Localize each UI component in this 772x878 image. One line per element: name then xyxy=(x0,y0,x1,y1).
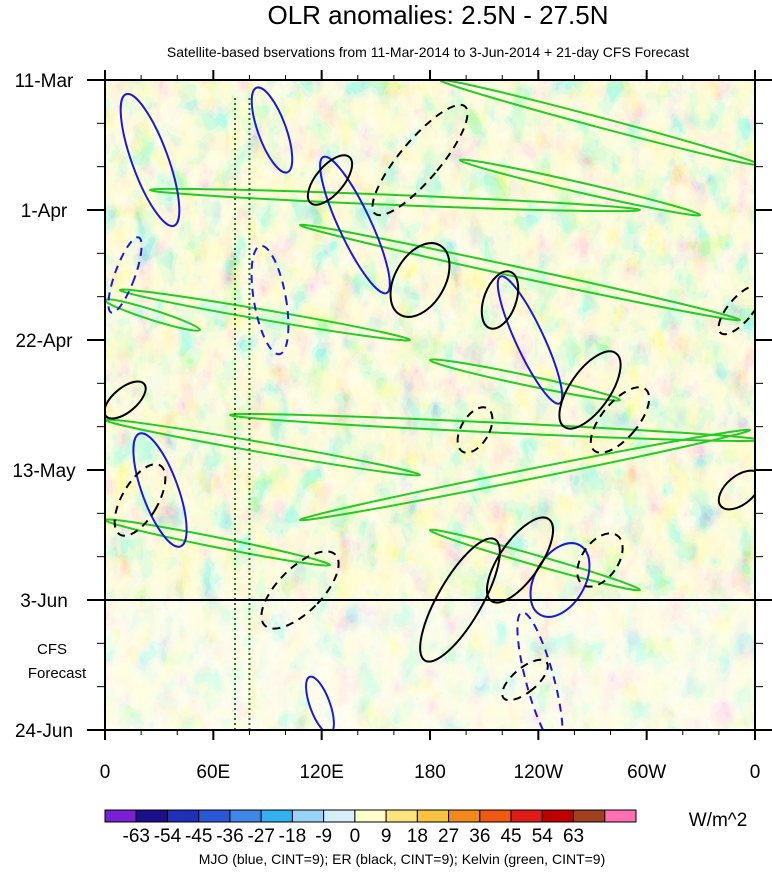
er-contour xyxy=(113,463,167,537)
colorbar-label: 18 xyxy=(407,826,428,847)
x-axis: 0 60E 120E 180 120W 60W 0 xyxy=(100,70,761,783)
y-tick-label: 3-Jun xyxy=(20,591,68,612)
y-axis: 11-Mar 1-Apr 22-Apr 13-May 3-Jun 24-Jun xyxy=(12,71,772,742)
kelvin-contour xyxy=(148,187,642,213)
colorbar-swatch xyxy=(385,809,418,823)
y-tick-label: 11-Mar xyxy=(15,71,74,92)
colorbar-swatch xyxy=(416,809,450,823)
x-tick-label: 60W xyxy=(627,762,666,783)
mjo-contour xyxy=(107,236,143,314)
x-tick-label: 60E xyxy=(196,762,230,783)
colorbar-label: 45 xyxy=(500,826,521,847)
reference-lines xyxy=(234,98,251,730)
kelvin-contour xyxy=(458,158,702,217)
colorbar-label: 36 xyxy=(469,826,490,847)
er-contour xyxy=(501,658,549,702)
y-tick-label: 13-May xyxy=(12,461,76,482)
colorbar-swatch xyxy=(260,809,293,823)
colorbar-label: 27 xyxy=(438,826,459,847)
colorbar-label: -27 xyxy=(247,826,274,847)
colorbar-swatch xyxy=(104,809,137,823)
er-contour xyxy=(456,406,494,454)
x-tick-label: 120W xyxy=(514,762,564,783)
colorbar-label: -45 xyxy=(185,826,212,847)
x-tick-label: 180 xyxy=(414,762,446,783)
kelvin-contour xyxy=(228,413,755,442)
er-contour xyxy=(306,154,354,206)
colorbar-swatch xyxy=(166,809,200,823)
colorbar-swatch xyxy=(510,809,543,823)
contour-layer xyxy=(105,80,755,730)
er-contour xyxy=(576,532,624,588)
mjo-contour xyxy=(250,86,294,174)
kelvin-contour xyxy=(438,80,755,167)
er-contour xyxy=(371,103,469,217)
er-contour xyxy=(389,242,451,318)
kelvin-contour xyxy=(298,223,742,322)
colorbar-swatch xyxy=(541,809,575,823)
y-tick-label: 22-Apr xyxy=(15,331,73,352)
colorbar-label: 54 xyxy=(532,826,554,847)
colorbar-swatch xyxy=(448,809,481,823)
x-tick-label: 0 xyxy=(750,762,761,783)
contour-legend-note: MJO (blue, CINT=9); ER (black, CINT=9); … xyxy=(199,851,606,867)
colorbar-label: -63 xyxy=(123,826,150,847)
chart-subtitle: Satellite-based bservations from 11-Mar-… xyxy=(167,44,689,60)
y-tick-label: 1-Apr xyxy=(21,201,68,222)
colorbar-swatch xyxy=(135,809,168,823)
colorbar-label: -54 xyxy=(154,826,182,847)
colorbar-unit: W/m^2 xyxy=(689,810,748,831)
kelvin-contour xyxy=(105,298,202,332)
er-contour xyxy=(717,284,755,336)
colorbar-label: -36 xyxy=(216,826,243,847)
forecast-label-line2: Forecast xyxy=(28,665,87,682)
colorbar-swatch xyxy=(354,809,387,823)
er-contour xyxy=(717,469,755,511)
colorbar-swatch xyxy=(323,809,356,823)
colorbar-swatch xyxy=(291,809,325,823)
mjo-contour xyxy=(250,244,290,356)
mjo-contour xyxy=(516,611,564,730)
kelvin-contour xyxy=(428,528,642,592)
colorbar-label: -18 xyxy=(279,826,306,847)
mjo-contour xyxy=(132,432,188,548)
colorbar-swatch xyxy=(198,809,231,823)
mjo-contour xyxy=(305,675,335,730)
colorbar-label: 0 xyxy=(350,826,361,847)
kelvin-contour xyxy=(298,428,752,522)
colorbar-label: 63 xyxy=(563,826,584,847)
kelvin-contour xyxy=(428,358,622,402)
er-contour xyxy=(260,550,340,630)
er-contour xyxy=(589,386,651,454)
forecast-region-wash xyxy=(105,600,755,730)
mjo-contour xyxy=(319,155,391,295)
forecast-label-line1: CFS xyxy=(37,641,67,658)
colorbar: -63 -54 -45 -36 -27 -18 -9 0 9 18 27 36 45 54 63 xyxy=(104,809,637,847)
colorbar-swatch xyxy=(573,809,606,823)
kelvin-contour xyxy=(118,288,412,342)
plot-area xyxy=(104,79,756,731)
y-tick-label: 24-Jun xyxy=(15,721,73,742)
x-tick-label: 120E xyxy=(299,762,343,783)
er-contour xyxy=(558,350,622,430)
colorbar-label: -9 xyxy=(315,826,332,847)
er-contour xyxy=(419,537,501,663)
mjo-contour xyxy=(119,92,181,228)
colorbar-swatch xyxy=(479,809,512,823)
colorbar-swatch xyxy=(604,809,637,823)
colorbar-label: 9 xyxy=(381,826,392,847)
colorbar-swatch xyxy=(229,809,262,823)
x-tick-label: 0 xyxy=(100,762,111,783)
mjo-contour xyxy=(496,275,564,405)
er-contour xyxy=(480,270,520,330)
chart-title: OLR anomalies: 2.5N - 27.5N xyxy=(267,0,608,30)
